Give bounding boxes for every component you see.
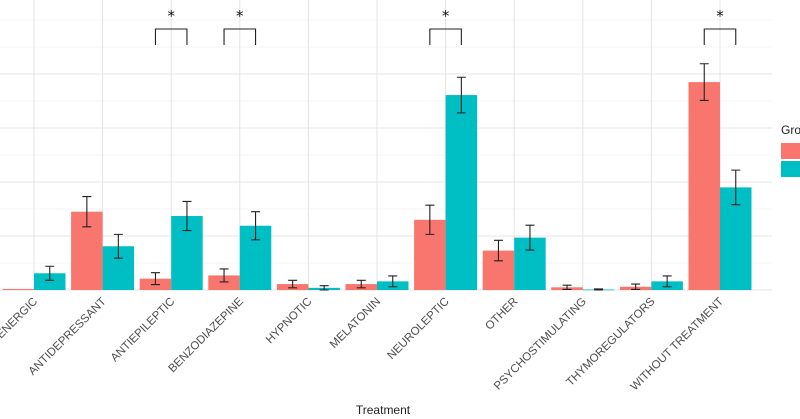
- error-bar: [150, 272, 160, 286]
- x-tick-label: ANTIEPILEPTIC: [109, 296, 178, 365]
- legend: Gro: [781, 123, 800, 177]
- legend-title: Gro: [781, 123, 800, 137]
- error-bar: [356, 279, 366, 289]
- bar-cholinergic-s1: [2, 288, 34, 290]
- error-bar: [456, 76, 466, 114]
- legend-key-group-2: [781, 161, 800, 177]
- significance-bracket: [429, 28, 462, 45]
- x-tick-label: ENERGIC: [0, 296, 40, 342]
- error-bar: [182, 200, 192, 232]
- x-axis-title: Treatment: [356, 403, 411, 417]
- error-bar: [662, 275, 672, 288]
- significance-star: *: [167, 7, 175, 25]
- error-bar: [113, 233, 123, 259]
- significance-bracket: [703, 28, 737, 45]
- bar-neuroleptic-s2: [445, 95, 478, 290]
- error-bar: [219, 268, 229, 283]
- bar-benzodiazepine-s1: [208, 275, 240, 290]
- bars-layer: [2, 82, 752, 291]
- error-bar: [388, 275, 398, 288]
- bar-cholinergic-s2: [34, 273, 66, 290]
- error-bar: [82, 196, 92, 228]
- significance-bracket: [223, 28, 257, 45]
- error-bar: [288, 279, 298, 289]
- error-bar: [251, 211, 261, 241]
- x-tick-label: MELATONIN: [328, 296, 383, 351]
- error-bar: [45, 265, 55, 281]
- significance-star: *: [716, 7, 724, 25]
- x-tick-label: HYPNOTIC: [264, 296, 315, 347]
- x-tick-label: NEUROLEPTIC: [385, 296, 451, 362]
- error-bar: [594, 288, 604, 291]
- bar-without-treatment-s1: [688, 82, 720, 290]
- error-bars-layer: [45, 63, 741, 291]
- significance-bracket: [154, 28, 188, 45]
- significance-star: *: [442, 7, 450, 25]
- significance-layer: * * * *: [154, 7, 737, 45]
- x-tick-label: OTHER: [483, 296, 520, 333]
- error-bar: [631, 283, 641, 291]
- error-bar: [562, 284, 572, 291]
- significance-star: *: [236, 7, 244, 25]
- error-bar: [731, 169, 741, 206]
- error-bar: [525, 224, 535, 251]
- error-bar: [425, 204, 435, 235]
- error-bar: [493, 239, 503, 262]
- legend-key-group-1: [781, 143, 800, 159]
- error-bar: [319, 285, 329, 291]
- error-bar: [699, 63, 709, 102]
- x-tick-label: BENZODIAZEPINE: [166, 295, 246, 375]
- x-tick-label: ANTIDEPRESSANT: [27, 296, 109, 378]
